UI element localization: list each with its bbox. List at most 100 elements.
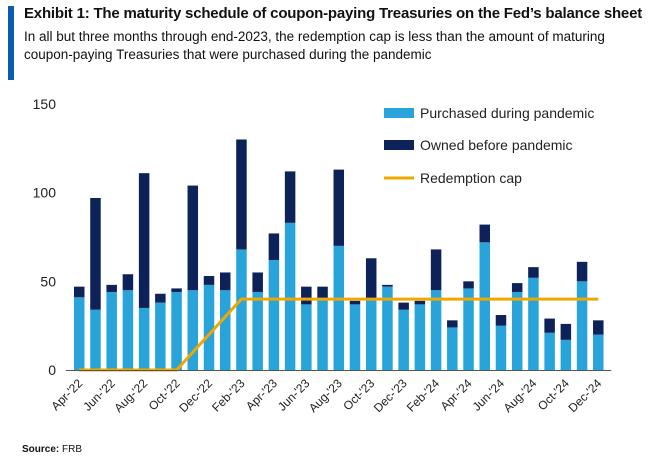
y-tick-label: 50 [40, 273, 56, 289]
bar-purchased-18 [349, 304, 361, 370]
bar-purchased-22 [414, 304, 426, 370]
bar-owned-24 [447, 320, 458, 328]
bar-owned-21 [398, 302, 409, 310]
bar-owned-22 [414, 300, 426, 305]
x-tick-label: Aug-'22 [111, 376, 150, 415]
bar-purchased-21 [398, 309, 409, 370]
x-tick-label: Apr-'23 [243, 376, 280, 413]
bar-owned-12 [252, 272, 263, 292]
y-axis: 0 50 100 150 [33, 96, 57, 378]
x-tick-label: Jun-'24 [470, 376, 508, 414]
x-tick-label: Dec-'24 [566, 376, 605, 415]
bar-purchased-9 [203, 284, 215, 370]
bar-owned-28 [511, 283, 523, 292]
bar-purchased-29 [528, 277, 539, 370]
x-tick-label: Apr-'24 [438, 376, 475, 413]
bar-purchased-33 [593, 334, 604, 370]
bar-owned-5 [138, 173, 150, 308]
bar-owned-11 [236, 139, 247, 250]
bar-owned-20 [382, 284, 393, 287]
x-tick-label: Jun-'23 [275, 376, 313, 414]
source-label: Source: [22, 444, 60, 455]
chart-subtitle: In all but three months through end-2023… [24, 29, 605, 62]
bar-purchased-24 [447, 327, 458, 370]
bar-owned-9 [203, 276, 215, 285]
bar-purchased-7 [171, 291, 182, 370]
x-tick-label: Feb-'23 [209, 376, 248, 415]
bar-purchased-10 [219, 290, 231, 370]
x-tick-label: Aug-'24 [501, 376, 540, 415]
y-tick-label: 150 [33, 96, 57, 112]
title-accent-bar [8, 6, 14, 80]
chart-title: Exhibit 1: The maturity schedule of coup… [24, 5, 643, 22]
bar-purchased-28 [511, 291, 523, 370]
bar-owned-1 [74, 286, 85, 298]
bar-purchased-15 [301, 304, 312, 370]
legend-swatch-purchased [384, 108, 414, 118]
bar-purchased-1 [74, 297, 85, 370]
bar-owned-26 [479, 224, 490, 243]
bar-owned-16 [317, 286, 328, 300]
bar-owned-31 [560, 323, 572, 340]
bar-purchased-20 [382, 286, 393, 370]
bar-purchased-12 [252, 291, 263, 370]
legend: Purchased during pandemic Owned before pa… [384, 105, 594, 186]
legend-label: Redemption cap [420, 170, 522, 186]
bar-owned-18 [349, 300, 361, 305]
bar-owned-6 [155, 293, 166, 303]
bar-purchased-16 [317, 299, 328, 370]
x-tick-label: Feb-'24 [404, 376, 443, 415]
bar-purchased-23 [430, 290, 442, 370]
bar-purchased-11 [236, 249, 247, 370]
stacked-bar-chart: 0 50 100 150 Apr-'22Jun-'22Aug-'22Oct-'22De… [33, 96, 612, 415]
bar-purchased-3 [106, 291, 117, 370]
bar-owned-3 [106, 284, 117, 292]
x-tick-label: Aug-'23 [306, 376, 345, 415]
bar-owned-10 [219, 272, 231, 291]
bar-owned-7 [171, 288, 182, 292]
bar-purchased-2 [90, 309, 101, 370]
bar-purchased-14 [284, 222, 296, 370]
bar-purchased-27 [495, 325, 507, 370]
bar-purchased-26 [479, 242, 490, 370]
x-tick-label: Dec-'22 [176, 376, 215, 415]
x-axis: Apr-'22Jun-'22Aug-'22Oct-'22Dec-'22Feb-'… [48, 370, 612, 415]
bar-owned-23 [430, 249, 442, 291]
legend-label: Purchased during pandemic [420, 105, 594, 121]
x-tick-label: Dec-'23 [371, 376, 410, 415]
bar-owned-19 [365, 258, 377, 300]
bar-purchased-30 [544, 332, 555, 370]
bar-purchased-19 [365, 299, 377, 370]
bar-owned-14 [284, 171, 296, 223]
y-tick-label: 0 [48, 362, 56, 378]
bar-purchased-4 [122, 290, 134, 370]
bar-purchased-25 [463, 288, 474, 370]
bar-owned-30 [544, 318, 555, 333]
legend-swatch-owned [384, 140, 414, 150]
x-tick-label: Jun-'22 [80, 376, 118, 414]
bar-purchased-8 [187, 290, 199, 370]
bar-owned-32 [576, 261, 588, 282]
bar-owned-17 [333, 169, 345, 246]
bar-owned-25 [463, 281, 474, 289]
source-note: Source: FRB [22, 444, 82, 455]
y-tick-label: 100 [33, 185, 57, 201]
bar-purchased-13 [268, 260, 280, 370]
bar-owned-29 [528, 267, 539, 278]
bar-purchased-31 [560, 339, 572, 370]
source-value: FRB [62, 444, 83, 455]
bar-purchased-17 [333, 245, 345, 370]
bar-owned-13 [268, 233, 280, 261]
legend-label: Owned before pandemic [420, 137, 573, 153]
bar-owned-8 [187, 185, 199, 291]
bar-owned-4 [122, 274, 134, 291]
bar-purchased-32 [576, 281, 588, 370]
bar-purchased-5 [138, 307, 150, 370]
bars-group [74, 139, 604, 370]
x-tick-label: Apr-'22 [48, 376, 85, 413]
bar-owned-33 [593, 320, 604, 335]
bar-owned-15 [301, 286, 312, 305]
bar-owned-2 [90, 197, 101, 310]
bar-purchased-6 [155, 302, 166, 370]
bar-owned-27 [495, 315, 507, 326]
